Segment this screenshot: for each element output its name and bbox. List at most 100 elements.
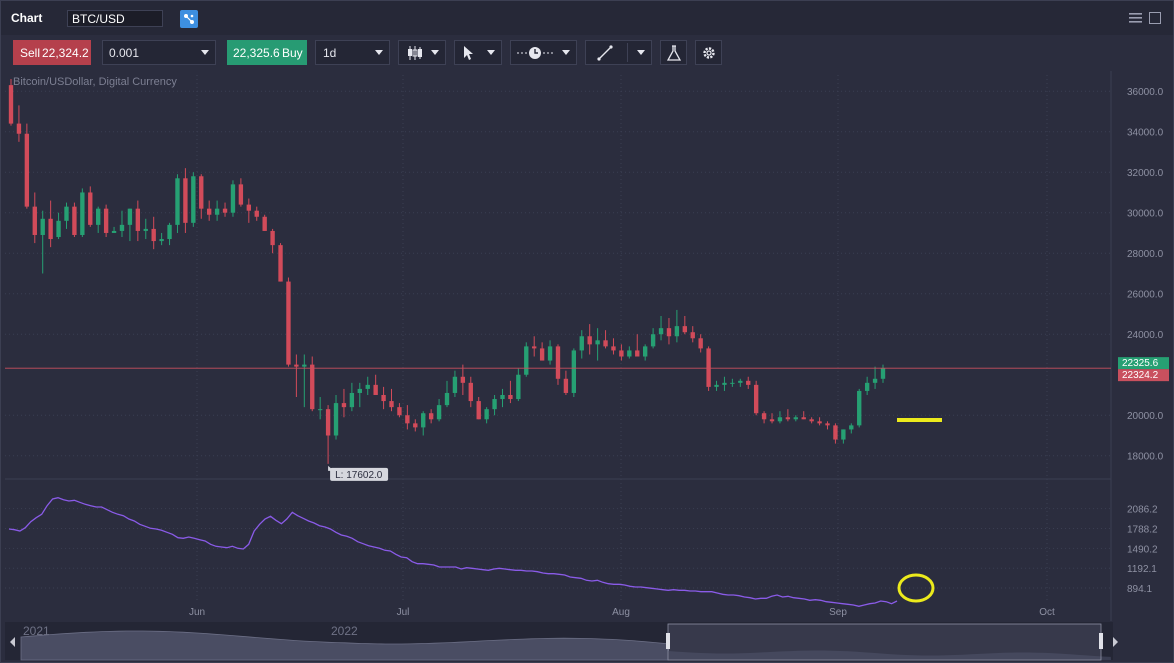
candlestick-icon: [408, 46, 422, 60]
candle: [127, 208, 133, 242]
sell-button[interactable]: Sell 22,324.2: [13, 40, 91, 65]
y-tick-label: 26000.0: [1127, 290, 1164, 301]
gear-icon: [703, 47, 715, 59]
candle: [80, 188, 85, 238]
ask-price-label: 22325.6: [1122, 358, 1159, 369]
candle: [603, 330, 608, 349]
timeframe-select[interactable]: 1d: [315, 40, 390, 65]
candle: [643, 344, 648, 361]
cursor-select[interactable]: [454, 40, 502, 65]
quantity-value: 0.001: [109, 46, 140, 60]
candle: [730, 378, 735, 387]
candle: [48, 200, 53, 248]
link-button[interactable]: [180, 10, 198, 28]
navigator-handle: [666, 633, 670, 649]
candle: [864, 376, 870, 395]
drawing-tool-select[interactable]: [585, 40, 652, 65]
candle: [793, 415, 798, 422]
price-chart[interactable]: 36000.0 34000.0 32000.0 30000.0 28000.0 26000…: [1, 71, 1173, 662]
candle: [278, 243, 283, 282]
low-marker-box: [330, 467, 389, 481]
navigator: 2021 2022: [5, 622, 1118, 661]
sell-label: Sell: [20, 46, 41, 60]
hamburger-menu-icon[interactable]: [1129, 13, 1142, 23]
candle: [286, 277, 291, 367]
indicator-y-tick-label: 1490.2: [1127, 544, 1158, 555]
candle: [627, 346, 632, 359]
candle: [207, 200, 212, 221]
candle: [532, 336, 537, 357]
candle: [444, 380, 450, 408]
quantity-select[interactable]: 0.001: [102, 40, 216, 65]
candle: [159, 232, 164, 246]
candle: [801, 411, 806, 420]
candle: [294, 354, 299, 398]
window-title: Chart: [11, 11, 43, 25]
candle: [199, 174, 204, 219]
chevron-down-icon: [201, 50, 209, 55]
candle: [373, 374, 378, 395]
candle: [468, 376, 473, 408]
settings-button[interactable]: [695, 40, 722, 65]
indicator-y-tick-label: 894.1: [1127, 584, 1152, 595]
chevron-down-icon: [375, 50, 383, 55]
candle: [785, 409, 791, 422]
candle: [650, 328, 656, 349]
candle: [405, 405, 410, 430]
bid-price-label: 22324.2: [1122, 370, 1159, 381]
navigator-year-label: 2022: [331, 624, 358, 638]
candle: [746, 376, 751, 389]
restore-window-icon[interactable]: [1149, 12, 1161, 24]
candle: [24, 123, 30, 209]
link-icon: [184, 14, 194, 24]
candle: [389, 388, 394, 412]
y-tick-label: 20000.0: [1127, 411, 1164, 422]
candle: [428, 409, 434, 424]
candle: [476, 397, 481, 420]
chevron-down-icon: [487, 50, 495, 55]
y-tick-label: 28000.0: [1127, 249, 1164, 260]
candle: [492, 394, 497, 416]
y-tick-label: 24000.0: [1127, 330, 1164, 341]
chart-type-select[interactable]: [398, 40, 446, 65]
indicator-y-tick-label: 1192.1: [1127, 564, 1157, 575]
candle: [500, 388, 505, 408]
trendline-icon: [597, 45, 613, 61]
ask-price-tag: [1118, 357, 1169, 370]
candle: [872, 366, 878, 389]
candle: [413, 419, 418, 432]
navigator-area: [20, 630, 670, 661]
candle: [508, 380, 513, 404]
candle: [833, 423, 838, 444]
chevron-down-icon: [637, 50, 645, 55]
crosshair-select[interactable]: [510, 40, 577, 65]
candle: [325, 405, 331, 464]
y-tick-label: 32000.0: [1127, 168, 1164, 179]
candle: [738, 378, 743, 387]
candle: [238, 178, 244, 207]
candle: [539, 342, 545, 361]
candle: [698, 334, 703, 353]
candle: [666, 318, 672, 345]
navigator-window: [667, 623, 1102, 661]
studies-button[interactable]: [660, 40, 687, 65]
candle: [302, 354, 307, 408]
candle: [880, 364, 886, 383]
candle: [341, 388, 347, 418]
y-tick-label: 18000.0: [1127, 452, 1164, 463]
candle: [706, 346, 711, 391]
buy-button[interactable]: 22,325.6 Buy: [227, 40, 307, 65]
candle: [809, 417, 814, 424]
x-tick-label: Sep: [829, 607, 847, 618]
candle: [524, 342, 529, 377]
x-tick-label: Aug: [612, 607, 630, 618]
indicator-line: [8, 497, 898, 607]
candle: [421, 411, 426, 436]
candle: [32, 192, 37, 244]
candle: [56, 212, 61, 240]
candle: [722, 376, 727, 391]
candle: [365, 376, 370, 395]
candle: [270, 228, 275, 254]
candle: [191, 172, 196, 227]
symbol-input[interactable]: [67, 10, 163, 27]
